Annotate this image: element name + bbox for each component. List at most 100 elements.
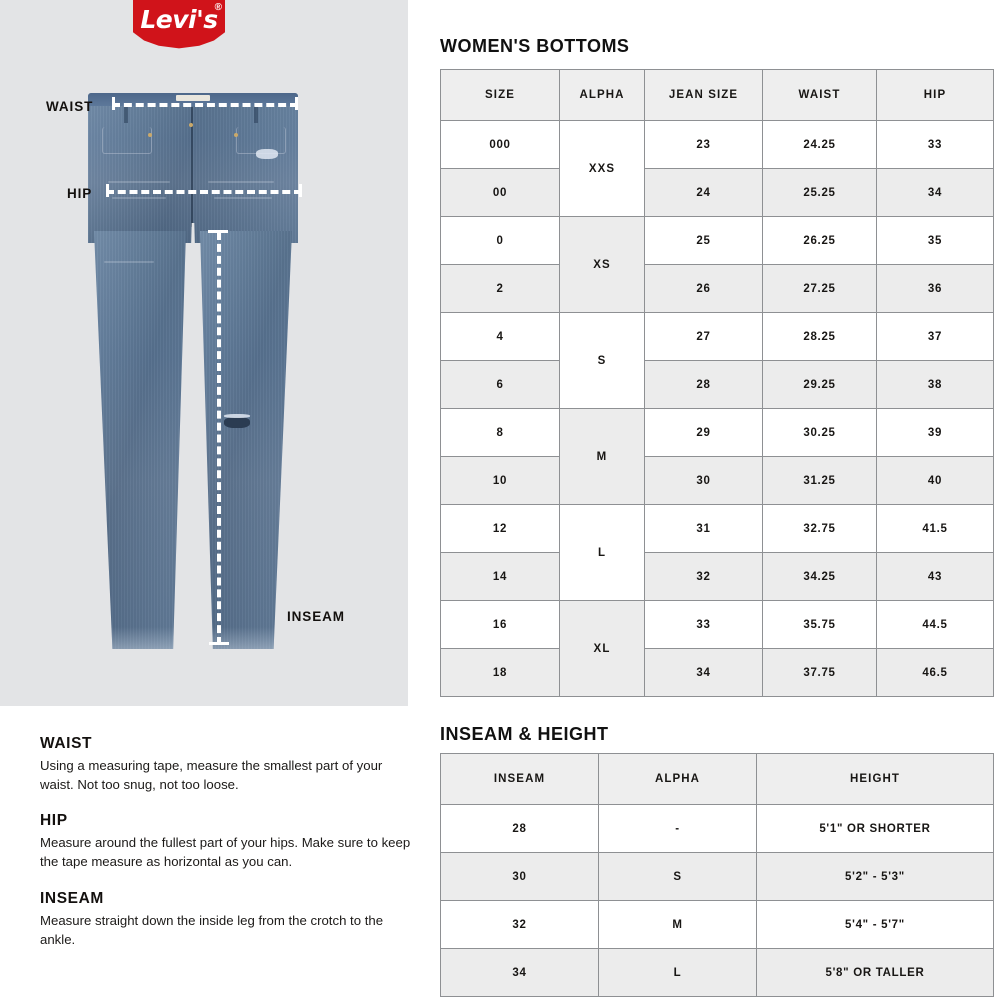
- col-header-jean-size: JEAN SIZE: [644, 69, 763, 121]
- cell-waist: 31.25: [762, 456, 877, 505]
- hip-measure-line: [106, 190, 302, 194]
- cell-height: 5'8" OR TALLER: [756, 948, 994, 997]
- table-row: 28-5'1" OR SHORTER: [440, 804, 994, 853]
- cell-jean-size: 29: [644, 408, 763, 457]
- cell-inseam: 30: [440, 852, 599, 901]
- col-header-hip: HIP: [876, 69, 994, 121]
- table-row: 34 L 5'8" OR TALLER: [440, 948, 994, 997]
- cell-hip: 35: [876, 216, 994, 265]
- cell-size: 16: [440, 600, 560, 649]
- guide-heading-hip: HIP: [40, 812, 68, 830]
- cell-waist: 35.75: [762, 600, 877, 649]
- cell-jean-size: 23: [644, 120, 763, 169]
- registered-trademark-icon: ®: [214, 2, 222, 13]
- cell-jean-size: 30: [644, 456, 763, 505]
- cell-alpha: S: [598, 852, 757, 901]
- table-row: 6 28 29.25 38: [440, 360, 994, 409]
- table-row: 14 32 34.25 43: [440, 552, 994, 601]
- cell-alpha: -: [598, 804, 757, 853]
- cell-jean-size: 25: [644, 216, 763, 265]
- cell-waist: 24.25: [762, 120, 877, 169]
- cell-hip: 39: [876, 408, 994, 457]
- col-header-alpha: ALPHA: [559, 69, 645, 121]
- cell-size: 000: [440, 120, 560, 169]
- inseam-tick-top: [208, 230, 228, 233]
- guide-text-inseam: Measure straight down the inside leg fro…: [40, 912, 384, 947]
- waist-tick-right: [295, 97, 298, 110]
- cell-jean-size: 24: [644, 168, 763, 217]
- table-row: 32 M 5'4" - 5'7": [440, 900, 994, 949]
- cell-size: 2: [440, 264, 560, 313]
- jeans-illustration: [88, 93, 298, 653]
- womens-bottoms-table: SIZE ALPHA JEAN SIZE WAIST HIP 000 XXS 23 2…: [440, 69, 994, 697]
- cell-hip: 44.5: [876, 600, 994, 649]
- bottoms-table-title: WOMEN'S BOTTOMS: [440, 36, 630, 56]
- cell-hip: 43: [876, 552, 994, 601]
- cell-alpha: XS: [559, 216, 645, 313]
- belt-loop-right: [254, 106, 258, 123]
- cell-hip: 33: [876, 120, 994, 169]
- jeans-hip-block: [88, 93, 298, 243]
- waist-measure-line: [112, 103, 298, 107]
- cell-alpha: S: [559, 312, 645, 409]
- cell-size: 00: [440, 168, 560, 217]
- cell-size: 12: [440, 504, 560, 553]
- cell-hip: 46.5: [876, 648, 994, 697]
- hip-tick-left: [106, 184, 109, 197]
- cell-hip: 38: [876, 360, 994, 409]
- inseam-table-title: INSEAM & HEIGHT: [440, 724, 609, 744]
- inseam-label: INSEAM: [287, 609, 345, 624]
- cell-jean-size: 33: [644, 600, 763, 649]
- measuring-guide: WAIST Using a measuring tape, measure th…: [40, 735, 415, 949]
- cell-alpha: L: [598, 948, 757, 997]
- cell-jean-size: 34: [644, 648, 763, 697]
- cell-alpha: XXS: [559, 120, 645, 217]
- cell-waist: 37.75: [762, 648, 877, 697]
- col-header-size: SIZE: [440, 69, 560, 121]
- cell-alpha: L: [559, 504, 645, 601]
- waist-tick-left: [112, 97, 115, 110]
- cell-waist: 25.25: [762, 168, 877, 217]
- table-row: 000 XXS 23 24.25 33: [440, 120, 994, 217]
- cell-waist: 29.25: [762, 360, 877, 409]
- table-row: 4 S 27 28.25 37: [440, 312, 994, 409]
- cell-size: 14: [440, 552, 560, 601]
- cell-waist: 27.25: [762, 264, 877, 313]
- col-header-inseam: INSEAM: [440, 753, 599, 805]
- jeans-leg-right: [200, 231, 292, 649]
- inseam-measure-line: [217, 232, 221, 645]
- cell-size: 6: [440, 360, 560, 409]
- inseam-tick-bottom: [209, 642, 229, 645]
- cell-height: 5'4" - 5'7": [756, 900, 994, 949]
- illustration-panel: Levi's ®: [0, 0, 408, 706]
- cell-waist: 34.25: [762, 552, 877, 601]
- cell-waist: 26.25: [762, 216, 877, 265]
- table-row: 0 XS 25 26.25 35: [440, 216, 994, 313]
- cell-size: 10: [440, 456, 560, 505]
- cell-alpha: XL: [559, 600, 645, 697]
- levis-logo: Levi's ®: [133, 0, 225, 52]
- cell-size: 8: [440, 408, 560, 457]
- cell-jean-size: 32: [644, 552, 763, 601]
- cell-size: 18: [440, 648, 560, 697]
- table-header-row: SIZE ALPHA JEAN SIZE WAIST HIP: [440, 69, 994, 121]
- cell-alpha: M: [559, 408, 645, 505]
- levis-wordmark: Levi's: [140, 5, 218, 34]
- jeans-fly-seam: [191, 107, 193, 227]
- cell-inseam: 34: [440, 948, 599, 997]
- cell-size: 0: [440, 216, 560, 265]
- table-row: 16 XL 33 35.75 44.5: [440, 600, 994, 697]
- guide-text-waist: Using a measuring tape, measure the smal…: [40, 758, 383, 792]
- cell-hip: 37: [876, 312, 994, 361]
- table-row: 18 34 37.75 46.5: [440, 648, 994, 697]
- table-row: 10 30 31.25 40: [440, 456, 994, 505]
- table-row: 30 S 5'2" - 5'3": [440, 852, 994, 901]
- cell-inseam: 28: [440, 804, 599, 853]
- jeans-pocket-left: [102, 127, 152, 154]
- cell-hip: 34: [876, 168, 994, 217]
- cell-jean-size: 26: [644, 264, 763, 313]
- cell-waist: 30.25: [762, 408, 877, 457]
- cell-waist: 28.25: [762, 312, 877, 361]
- cell-size: 4: [440, 312, 560, 361]
- cell-height: 5'2" - 5'3": [756, 852, 994, 901]
